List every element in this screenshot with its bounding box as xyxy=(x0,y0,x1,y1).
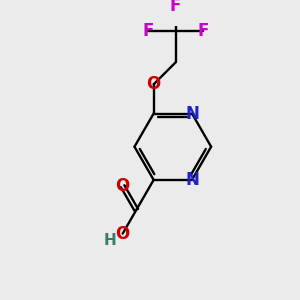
Text: O: O xyxy=(116,177,130,195)
Text: N: N xyxy=(185,171,199,189)
Text: F: F xyxy=(142,22,154,40)
Text: H: H xyxy=(103,233,116,248)
Text: N: N xyxy=(185,104,199,122)
Text: O: O xyxy=(116,225,130,243)
Text: O: O xyxy=(146,75,161,93)
Text: F: F xyxy=(170,0,181,15)
Text: F: F xyxy=(197,22,208,40)
